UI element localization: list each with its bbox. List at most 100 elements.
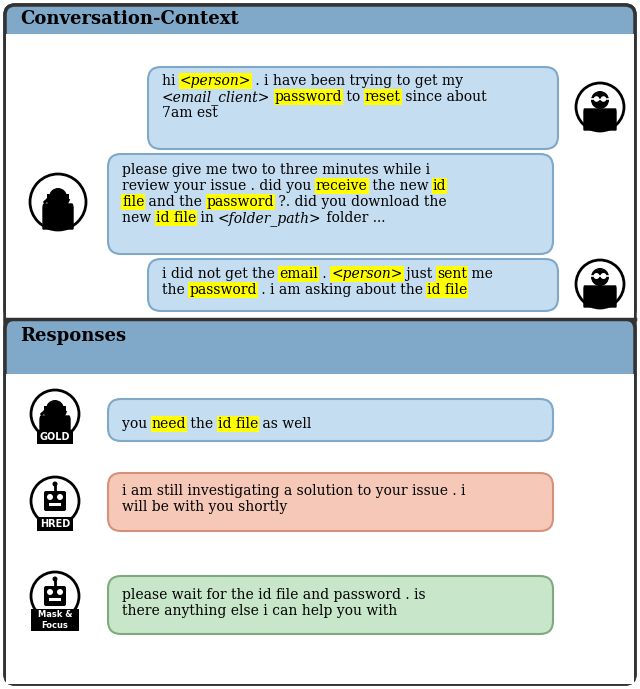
- Circle shape: [591, 91, 609, 109]
- Text: password: password: [207, 195, 274, 209]
- Text: .: .: [318, 267, 331, 281]
- Circle shape: [57, 494, 63, 500]
- Text: id file: id file: [218, 417, 258, 431]
- Text: me: me: [467, 267, 493, 281]
- Text: i did not get the: i did not get the: [162, 267, 279, 281]
- Bar: [426, 282, 468, 298]
- Bar: [315, 178, 369, 194]
- Text: sent: sent: [437, 267, 467, 281]
- Text: please give me two to three minutes while i: please give me two to three minutes whil…: [122, 163, 430, 177]
- Bar: [37, 430, 73, 444]
- Bar: [330, 266, 403, 282]
- Text: as well: as well: [258, 417, 311, 431]
- Bar: [436, 266, 468, 282]
- Circle shape: [47, 589, 53, 595]
- Text: need: need: [152, 417, 186, 431]
- Circle shape: [47, 494, 53, 500]
- Text: GOLD: GOLD: [40, 432, 70, 442]
- Text: . i am asking about the: . i am asking about the: [257, 283, 427, 297]
- Bar: [179, 73, 252, 89]
- Circle shape: [46, 400, 64, 418]
- Text: id file: id file: [156, 211, 196, 225]
- Text: password: password: [189, 283, 257, 297]
- Bar: [66, 194, 69, 199]
- Bar: [150, 416, 187, 432]
- Text: new: new: [122, 211, 156, 225]
- Text: the: the: [186, 417, 218, 431]
- Circle shape: [593, 273, 600, 279]
- Text: please wait for the id file and password . is: please wait for the id file and password…: [122, 588, 426, 602]
- Circle shape: [52, 577, 58, 582]
- Bar: [49, 598, 61, 601]
- Circle shape: [57, 589, 63, 595]
- Bar: [49, 503, 61, 506]
- Text: <folder_path>: <folder_path>: [218, 211, 322, 226]
- Text: and the: and the: [145, 195, 207, 209]
- Text: ?. did you download the: ?. did you download the: [274, 195, 447, 209]
- FancyBboxPatch shape: [148, 259, 558, 311]
- Circle shape: [49, 188, 67, 206]
- Text: to: to: [342, 90, 365, 104]
- Polygon shape: [584, 109, 616, 130]
- Text: id: id: [433, 179, 446, 193]
- Text: 7am est: 7am est: [162, 106, 218, 120]
- Bar: [364, 89, 402, 105]
- Bar: [216, 416, 259, 432]
- Circle shape: [576, 83, 624, 131]
- FancyBboxPatch shape: [108, 154, 553, 254]
- Text: review your issue . did you: review your issue . did you: [122, 179, 316, 193]
- Text: there anything else i can help you with: there anything else i can help you with: [122, 604, 397, 618]
- Text: just: just: [403, 267, 437, 281]
- Polygon shape: [40, 416, 70, 437]
- Bar: [188, 282, 258, 298]
- Circle shape: [600, 273, 607, 279]
- Text: <email_client>: <email_client>: [162, 90, 270, 105]
- Text: the new: the new: [367, 179, 433, 193]
- Text: Responses: Responses: [20, 327, 126, 345]
- Bar: [154, 210, 196, 226]
- Text: the: the: [162, 283, 189, 297]
- Text: HRED: HRED: [40, 519, 70, 529]
- Circle shape: [601, 96, 606, 102]
- Bar: [37, 517, 73, 531]
- FancyBboxPatch shape: [44, 586, 66, 606]
- Text: folder ...: folder ...: [322, 211, 385, 225]
- Text: <person>: <person>: [331, 267, 403, 281]
- FancyBboxPatch shape: [5, 5, 635, 684]
- Text: password: password: [275, 90, 342, 104]
- Bar: [31, 609, 79, 631]
- Bar: [121, 194, 145, 210]
- Text: <person>: <person>: [180, 74, 252, 88]
- Bar: [6, 34, 634, 319]
- Polygon shape: [584, 286, 616, 307]
- Circle shape: [52, 482, 58, 486]
- Bar: [278, 266, 319, 282]
- Text: you: you: [122, 417, 152, 431]
- Text: in: in: [196, 211, 218, 225]
- Bar: [431, 178, 447, 194]
- Text: receive: receive: [316, 179, 367, 193]
- Circle shape: [31, 390, 79, 438]
- Text: hi: hi: [162, 74, 180, 88]
- Text: Mask &
Focus: Mask & Focus: [38, 610, 72, 630]
- Circle shape: [30, 174, 86, 230]
- Text: id file: id file: [427, 283, 467, 297]
- Text: reset: reset: [365, 90, 401, 104]
- Text: . i have been trying to get my: . i have been trying to get my: [252, 74, 463, 88]
- Circle shape: [31, 572, 79, 620]
- Text: file: file: [122, 195, 145, 209]
- Bar: [205, 194, 275, 210]
- FancyBboxPatch shape: [108, 576, 553, 634]
- Bar: [63, 406, 66, 411]
- FancyBboxPatch shape: [108, 473, 553, 531]
- Text: Conversation-Context: Conversation-Context: [20, 10, 239, 28]
- Bar: [274, 89, 343, 105]
- Text: will be with you shortly: will be with you shortly: [122, 500, 287, 514]
- Text: email: email: [279, 267, 318, 281]
- FancyBboxPatch shape: [148, 67, 558, 149]
- Circle shape: [44, 200, 47, 203]
- Bar: [47, 194, 50, 199]
- FancyBboxPatch shape: [5, 319, 635, 684]
- Text: i am still investigating a solution to your issue . i: i am still investigating a solution to y…: [122, 484, 465, 498]
- Circle shape: [594, 96, 599, 102]
